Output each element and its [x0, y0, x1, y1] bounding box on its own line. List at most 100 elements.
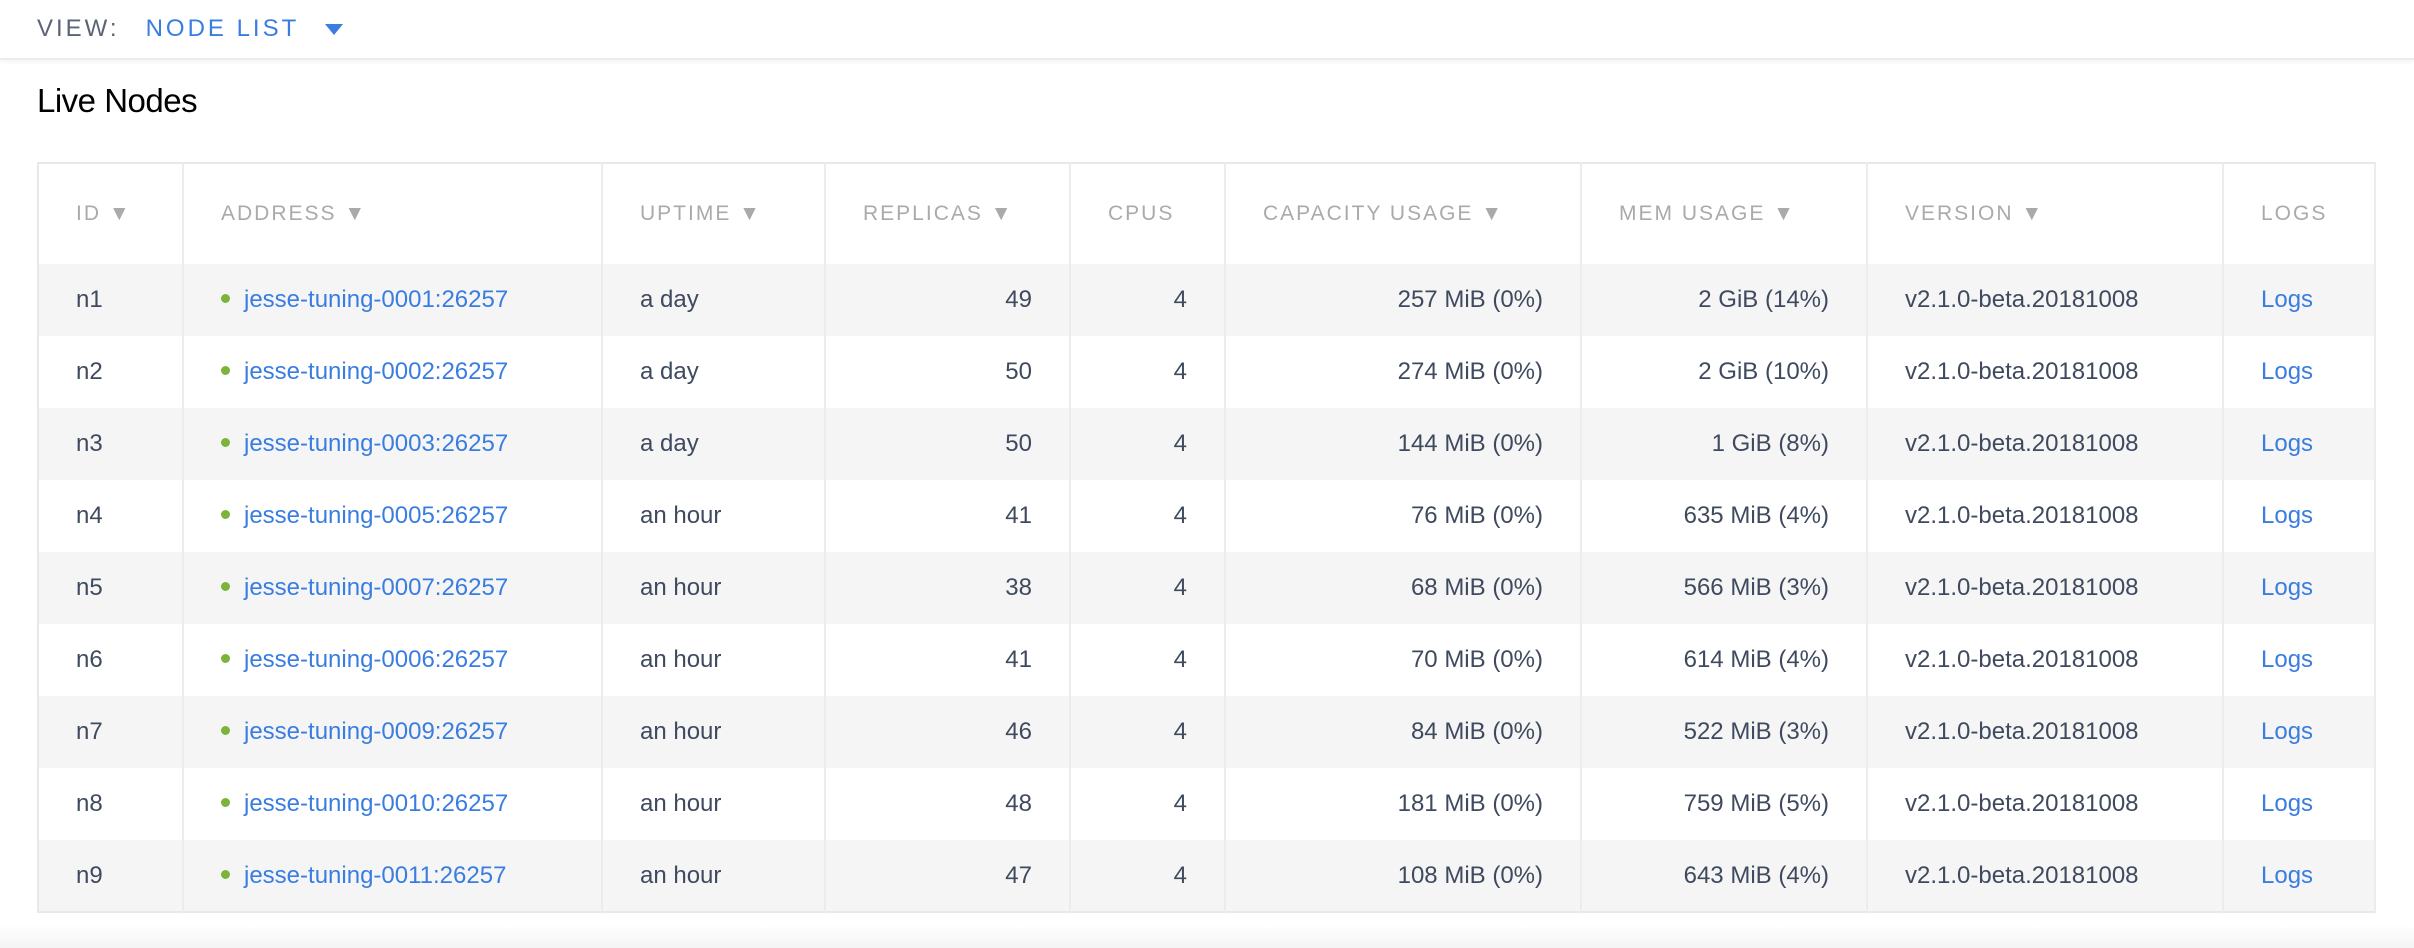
- caret-down-icon: [325, 23, 344, 35]
- table-row: n2 jesse-tuning-0002:26257 a day 50 4 274 MiB…: [38, 336, 2376, 408]
- nodes-table: ID ▼ ADDRESS ▼ UPTIME ▼ REPLICAS ▼ CPUS CAPAC…: [37, 162, 2376, 913]
- node-address-link[interactable]: jesse-tuning-0009:26257: [244, 718, 509, 745]
- cell-uptime: an hour: [602, 552, 826, 624]
- cell-uptime: an hour: [602, 480, 826, 552]
- cell-replicas: 50: [825, 408, 1071, 480]
- logs-link[interactable]: Logs: [2261, 286, 2314, 313]
- status-dot-icon: [221, 366, 230, 376]
- cell-address: jesse-tuning-0010:26257: [183, 768, 603, 840]
- cell-address: jesse-tuning-0011:26257: [183, 840, 603, 912]
- node-address-link[interactable]: jesse-tuning-0005:26257: [244, 502, 509, 529]
- cell-id: n8: [38, 768, 184, 840]
- cell-logs: Logs: [2223, 624, 2376, 696]
- node-address-link[interactable]: jesse-tuning-0001:26257: [244, 286, 509, 313]
- column-header-cpus: CPUS: [1070, 163, 1226, 264]
- logs-link[interactable]: Logs: [2261, 502, 2314, 529]
- cell-id: n1: [38, 264, 184, 336]
- node-address-link[interactable]: jesse-tuning-0007:26257: [244, 574, 509, 601]
- cell-address: jesse-tuning-0002:26257: [183, 336, 603, 408]
- cell-address: jesse-tuning-0003:26257: [183, 408, 603, 480]
- column-header-address[interactable]: ADDRESS ▼: [183, 163, 603, 264]
- cell-logs: Logs: [2223, 480, 2376, 552]
- column-header-mem[interactable]: MEM USAGE ▼: [1581, 163, 1868, 264]
- cell-version: v2.1.0-beta.20181008: [1867, 336, 2224, 408]
- cell-version: v2.1.0-beta.20181008: [1867, 552, 2224, 624]
- logs-link[interactable]: Logs: [2261, 790, 2314, 817]
- status-dot-icon: [221, 510, 230, 520]
- cell-cpus: 4: [1070, 768, 1226, 840]
- cell-uptime: an hour: [602, 696, 826, 768]
- cell-mem: 643 MiB (4%): [1581, 840, 1868, 912]
- logs-link[interactable]: Logs: [2261, 574, 2314, 601]
- column-header-uptime[interactable]: UPTIME ▼: [602, 163, 826, 264]
- cell-cpus: 4: [1070, 336, 1226, 408]
- cell-version: v2.1.0-beta.20181008: [1867, 480, 2224, 552]
- cell-capacity: 84 MiB (0%): [1225, 696, 1582, 768]
- cell-id: n6: [38, 624, 184, 696]
- cell-capacity: 76 MiB (0%): [1225, 480, 1582, 552]
- cell-cpus: 4: [1070, 408, 1226, 480]
- node-address-link[interactable]: jesse-tuning-0006:26257: [244, 646, 509, 673]
- view-bar: VIEW: NODE LIST: [0, 0, 2414, 60]
- cell-uptime: an hour: [602, 768, 826, 840]
- cell-mem: 1 GiB (8%): [1581, 408, 1868, 480]
- cell-logs: Logs: [2223, 408, 2376, 480]
- status-dot-icon: [221, 294, 230, 304]
- cell-uptime: a day: [602, 336, 826, 408]
- cell-logs: Logs: [2223, 696, 2376, 768]
- cell-capacity: 70 MiB (0%): [1225, 624, 1582, 696]
- node-address-link[interactable]: jesse-tuning-0010:26257: [244, 790, 509, 817]
- cell-capacity: 257 MiB (0%): [1225, 264, 1582, 336]
- logs-link[interactable]: Logs: [2261, 646, 2314, 673]
- column-header-id[interactable]: ID ▼: [38, 163, 184, 264]
- logs-link[interactable]: Logs: [2261, 430, 2314, 457]
- cell-version: v2.1.0-beta.20181008: [1867, 696, 2224, 768]
- status-dot-icon: [221, 726, 230, 736]
- cell-version: v2.1.0-beta.20181008: [1867, 408, 2224, 480]
- node-address-link[interactable]: jesse-tuning-0011:26257: [244, 861, 507, 889]
- page-title: Live Nodes: [37, 82, 198, 119]
- table-row: n6 jesse-tuning-0006:26257 an hour 41 4 70 Mi…: [38, 624, 2376, 696]
- cell-address: jesse-tuning-0006:26257: [183, 624, 603, 696]
- view-label: VIEW:: [37, 15, 120, 42]
- node-address-link[interactable]: jesse-tuning-0003:26257: [244, 430, 509, 457]
- logs-link[interactable]: Logs: [2261, 718, 2314, 745]
- table-row: n3 jesse-tuning-0003:26257 a day 50 4 144 MiB…: [38, 408, 2376, 480]
- status-dot-icon: [221, 869, 230, 879]
- column-header-capacity[interactable]: CAPACITY USAGE ▼: [1225, 163, 1582, 264]
- column-header-replicas[interactable]: REPLICAS ▼: [825, 163, 1071, 264]
- cell-mem: 2 GiB (14%): [1581, 264, 1868, 336]
- page-footer-shade: [0, 925, 2414, 948]
- cell-replicas: 49: [825, 264, 1071, 336]
- node-address-link[interactable]: jesse-tuning-0002:26257: [244, 358, 509, 385]
- logs-link[interactable]: Logs: [2261, 861, 2314, 889]
- column-header-version[interactable]: VERSION ▼: [1867, 163, 2224, 264]
- cell-id: n7: [38, 696, 184, 768]
- view-dropdown[interactable]: NODE LIST: [146, 15, 344, 43]
- logs-link[interactable]: Logs: [2261, 358, 2314, 385]
- cell-replicas: 46: [825, 696, 1071, 768]
- cell-replicas: 41: [825, 624, 1071, 696]
- status-dot-icon: [221, 438, 230, 448]
- cell-version: v2.1.0-beta.20181008: [1867, 768, 2224, 840]
- cell-capacity: 181 MiB (0%): [1225, 768, 1582, 840]
- cell-id: n9: [38, 840, 184, 912]
- cell-mem: 2 GiB (10%): [1581, 336, 1868, 408]
- cell-logs: Logs: [2223, 840, 2376, 912]
- cell-id: n2: [38, 336, 184, 408]
- cell-id: n3: [38, 408, 184, 480]
- column-header-logs: LOGS: [2223, 163, 2376, 264]
- cell-cpus: 4: [1070, 696, 1226, 768]
- table-row: n5 jesse-tuning-0007:26257 an hour 38 4 68 Mi…: [38, 552, 2376, 624]
- table-row: n4 jesse-tuning-0005:26257 an hour 41 4 76 Mi…: [38, 480, 2376, 552]
- cell-logs: Logs: [2223, 768, 2376, 840]
- cell-mem: 566 MiB (3%): [1581, 552, 1868, 624]
- cell-mem: 614 MiB (4%): [1581, 624, 1868, 696]
- status-dot-icon: [221, 798, 230, 808]
- cell-uptime: an hour: [602, 840, 826, 912]
- cell-replicas: 48: [825, 768, 1071, 840]
- cell-cpus: 4: [1070, 840, 1226, 912]
- cell-id: n5: [38, 552, 184, 624]
- cell-uptime: a day: [602, 264, 826, 336]
- cell-version: v2.1.0-beta.20181008: [1867, 840, 2224, 912]
